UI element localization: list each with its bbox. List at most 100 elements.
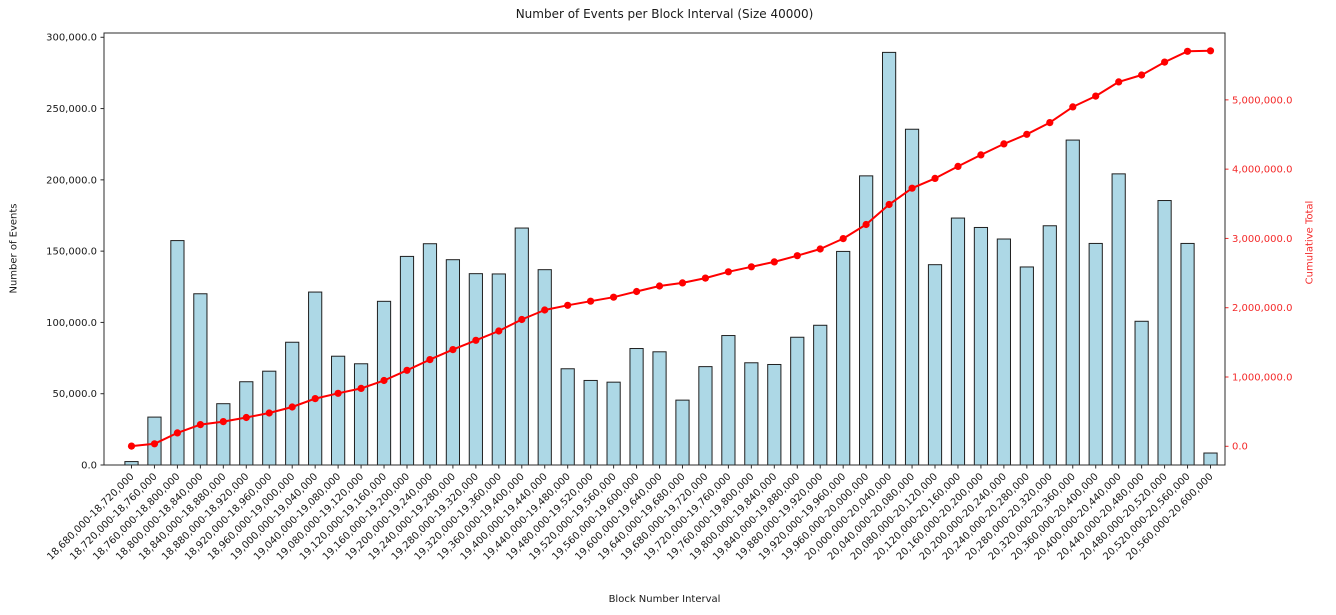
event-count-bar xyxy=(445,259,461,466)
cumulative-point xyxy=(219,418,227,426)
cumulative-point xyxy=(334,389,342,397)
event-count-bar xyxy=(124,461,139,466)
cumulative-point xyxy=(1000,140,1008,148)
cumulative-point xyxy=(357,384,365,392)
cumulative-point xyxy=(288,403,296,411)
event-count-bar xyxy=(308,291,323,466)
event-count-bar xyxy=(652,351,667,466)
event-count-bar xyxy=(813,324,828,466)
cumulative-point xyxy=(1092,92,1100,100)
cumulative-point xyxy=(701,274,710,282)
cumulative-point xyxy=(265,409,273,417)
y-axis-label-right: Cumulative Total xyxy=(1304,200,1316,285)
cumulative-point xyxy=(839,235,847,243)
cumulative-point xyxy=(885,200,893,209)
cumulative-point xyxy=(518,315,526,324)
cumulative-point xyxy=(1046,119,1054,127)
event-count-bar xyxy=(744,362,759,466)
event-count-bar xyxy=(560,368,575,466)
x-axis-label: Block Number Interval xyxy=(608,594,721,605)
y-left-tick-label: 50,000.0 xyxy=(52,389,97,400)
cumulative-point xyxy=(770,258,778,266)
event-count-bar xyxy=(790,336,805,466)
event-count-bar xyxy=(927,264,943,466)
cumulative-point xyxy=(633,287,641,296)
cumulative-point xyxy=(1069,103,1077,111)
event-count-bar xyxy=(629,348,644,466)
event-count-bar xyxy=(996,238,1011,466)
cumulative-point xyxy=(1183,47,1192,55)
event-count-bar xyxy=(422,243,438,466)
cumulative-point xyxy=(1023,130,1031,138)
cumulative-point xyxy=(127,442,136,450)
event-count-bar xyxy=(721,335,736,466)
y-right-tick-label: 5,000,000.0 xyxy=(1232,95,1292,106)
cumulative-point xyxy=(793,252,801,260)
cumulative-point xyxy=(196,421,204,429)
y-right-tick-label: 0.0 xyxy=(1232,442,1248,453)
event-count-bar xyxy=(353,363,369,466)
y-left-tick-label: 200,000.0 xyxy=(46,175,97,186)
cumulative-point xyxy=(655,282,664,290)
event-count-bar xyxy=(537,269,552,466)
event-count-bar xyxy=(767,363,782,466)
event-count-bar xyxy=(583,379,598,466)
y-left-tick-label: 100,000.0 xyxy=(46,318,97,329)
event-count-bar xyxy=(973,226,989,466)
event-count-bar xyxy=(1203,452,1218,466)
cumulative-point xyxy=(954,162,962,170)
cumulative-point xyxy=(242,413,250,422)
cumulative-point xyxy=(380,376,388,385)
cumulative-point xyxy=(724,268,733,276)
event-count-bar xyxy=(1065,139,1080,466)
cumulative-point xyxy=(173,429,181,437)
event-count-bar xyxy=(216,403,231,466)
cumulative-point xyxy=(587,297,595,305)
cumulative-point xyxy=(426,356,434,364)
y-left-tick-label: 0.0 xyxy=(81,460,97,471)
plot-spines xyxy=(103,32,1226,466)
event-count-bar xyxy=(491,273,506,466)
event-count-bar xyxy=(262,370,277,466)
event-count-bar xyxy=(836,250,851,466)
cumulative-point xyxy=(1115,78,1123,86)
cumulative-point xyxy=(678,279,687,287)
event-count-bar xyxy=(239,381,254,466)
cumulative-point xyxy=(311,395,319,403)
event-count-bar xyxy=(698,366,713,466)
event-count-bar xyxy=(1088,242,1103,466)
y-right-tick-label: 3,000,000.0 xyxy=(1232,234,1292,245)
event-count-bar xyxy=(606,381,621,466)
event-count-bar xyxy=(331,355,346,466)
y-right-tick-label: 1,000,000.0 xyxy=(1232,372,1292,383)
event-count-bar xyxy=(1019,266,1034,466)
cumulative-point xyxy=(495,327,503,335)
event-count-bar xyxy=(881,51,897,466)
event-count-bar xyxy=(950,217,966,466)
cumulative-point xyxy=(541,306,549,314)
event-count-bar xyxy=(904,128,920,466)
event-count-bar xyxy=(675,399,690,466)
y-right-tick-label: 2,000,000.0 xyxy=(1232,303,1292,314)
y-right-tick-label: 4,000,000.0 xyxy=(1232,165,1292,176)
cumulative-point xyxy=(449,346,457,354)
cumulative-point xyxy=(862,220,870,229)
cumulative-point xyxy=(472,336,480,344)
cumulative-point xyxy=(610,293,618,301)
cumulative-point xyxy=(908,184,916,192)
event-count-bar xyxy=(1111,173,1126,466)
cumulative-point xyxy=(150,440,159,448)
y-left-tick-label: 250,000.0 xyxy=(46,104,97,115)
event-count-bar xyxy=(1134,320,1149,466)
event-count-bar xyxy=(1180,242,1195,466)
cumulative-point xyxy=(977,151,985,159)
event-count-bar xyxy=(399,255,415,466)
event-count-bar xyxy=(1157,200,1172,466)
cumulative-point xyxy=(564,301,572,309)
cumulative-point xyxy=(816,245,824,253)
event-count-bar xyxy=(1042,225,1057,466)
cumulative-point xyxy=(931,174,939,182)
cumulative-point xyxy=(747,263,756,271)
